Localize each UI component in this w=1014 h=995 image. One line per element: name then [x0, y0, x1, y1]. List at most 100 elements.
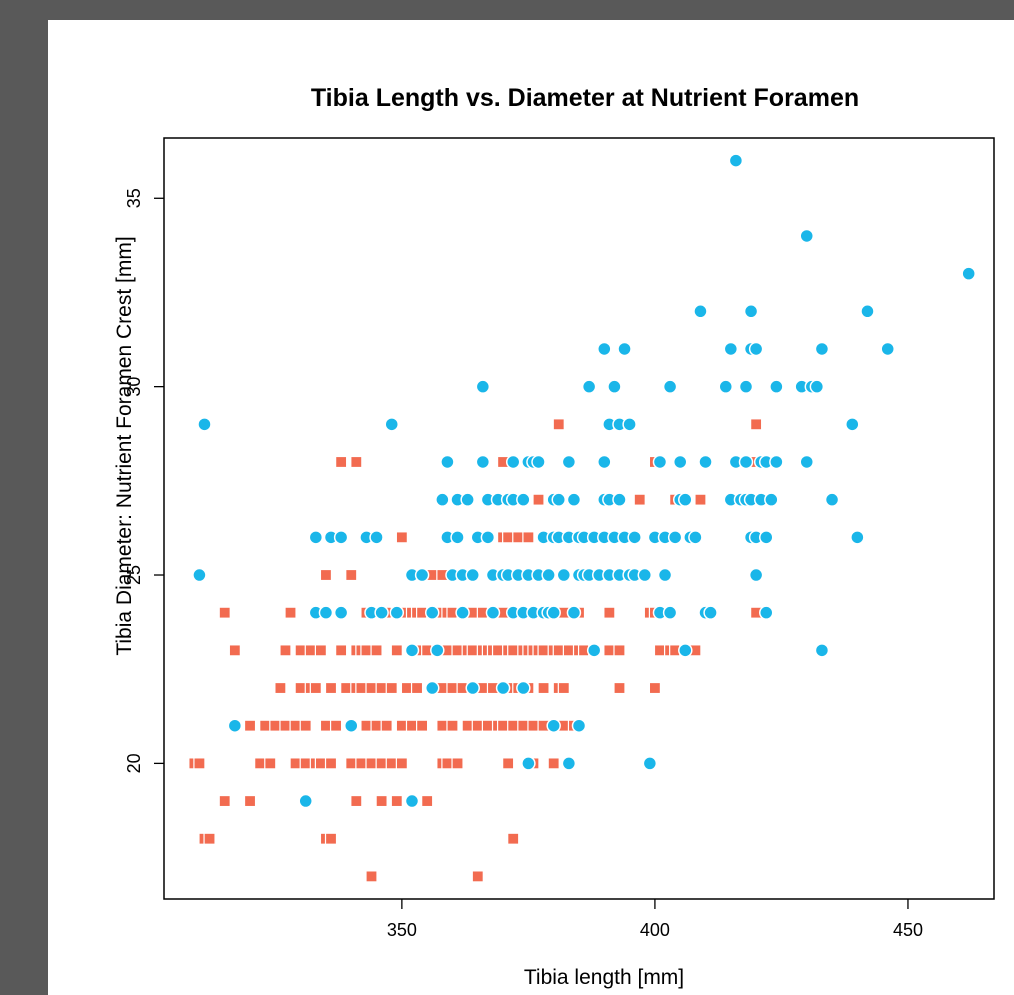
data-point: [597, 341, 612, 357]
data-point: [507, 644, 520, 657]
x-axis: 350 400 450: [387, 899, 923, 940]
data-point: [350, 794, 363, 808]
chart-title: Tibia Length vs. Diameter at Nutrient Fo…: [311, 84, 859, 112]
data-point: [360, 719, 373, 732]
data-point: [532, 493, 545, 506]
data-point: [698, 454, 713, 470]
data-point: [374, 605, 389, 620]
data-point: [465, 567, 480, 583]
data-point: [309, 681, 322, 695]
plot-canvas: Tibia Length vs. Diameter at Nutrient Fo…: [48, 20, 1014, 995]
data-point: [652, 454, 668, 470]
data-point: [318, 605, 334, 620]
data-point: [502, 531, 515, 544]
data-point: [461, 719, 474, 732]
data-point: [279, 719, 292, 732]
data-point: [657, 567, 673, 583]
data-point: [333, 605, 349, 620]
data-point: [581, 379, 597, 394]
data-point: [314, 757, 327, 770]
x-tick-label: 450: [893, 920, 923, 940]
data-point: [279, 644, 292, 657]
data-point: [460, 492, 475, 507]
data-point: [748, 567, 764, 583]
data-point: [769, 379, 784, 394]
data-point: [335, 644, 348, 657]
data-point: [389, 605, 405, 620]
x-tick-label: 400: [640, 920, 670, 940]
data-point: [495, 680, 511, 696]
data-point: [319, 719, 333, 732]
data-point: [507, 719, 520, 732]
data-points: [188, 153, 976, 883]
data-point: [446, 719, 459, 732]
data-point: [824, 492, 840, 507]
data-point: [653, 644, 667, 657]
data-point: [748, 341, 764, 357]
data-point: [769, 454, 784, 470]
data-point: [395, 757, 408, 770]
y-tick-label: 30: [124, 377, 144, 397]
data-point: [481, 719, 495, 732]
data-point: [308, 530, 324, 545]
data-point: [850, 530, 865, 545]
data-point: [799, 228, 814, 244]
data-point: [512, 531, 525, 544]
data-point: [547, 757, 560, 770]
data-point: [759, 530, 774, 545]
data-point: [228, 644, 241, 657]
data-point: [243, 794, 257, 808]
data-point: [517, 719, 530, 732]
data-point: [197, 417, 212, 432]
y-tick-label: 25: [124, 565, 144, 585]
data-point: [294, 644, 307, 657]
data-point: [814, 341, 830, 357]
data-point: [475, 379, 491, 394]
data-point: [385, 757, 398, 770]
data-point: [597, 454, 612, 470]
data-point: [384, 417, 399, 432]
data-point: [617, 341, 632, 357]
data-point: [516, 680, 531, 696]
data-point: [355, 757, 368, 770]
data-point: [345, 568, 358, 582]
data-point: [485, 605, 501, 620]
data-point: [738, 379, 754, 394]
data-point: [571, 718, 587, 733]
data-point: [400, 681, 414, 695]
data-point: [880, 341, 895, 357]
data-point: [556, 567, 572, 583]
data-point: [370, 719, 383, 732]
plot-frame: [163, 137, 995, 900]
data-point: [390, 794, 403, 808]
y-axis-label: Tibia Diameter: Nutrient Foramen Crest […: [113, 236, 136, 655]
data-point: [375, 794, 388, 808]
data-point: [455, 605, 470, 620]
data-point: [586, 643, 602, 658]
data-point: [516, 492, 531, 507]
data-point: [424, 605, 440, 620]
data-point: [192, 567, 207, 583]
data-point: [723, 341, 739, 357]
data-point: [365, 757, 378, 770]
data-point: [259, 719, 272, 732]
data-point: [446, 681, 459, 695]
data-point: [344, 718, 359, 733]
data-point: [375, 681, 388, 695]
data-point: [299, 719, 312, 732]
data-point: [627, 530, 642, 545]
data-point: [441, 757, 454, 770]
data-point: [648, 681, 662, 695]
data-point: [340, 681, 353, 695]
data-point: [390, 644, 403, 657]
data-point: [360, 644, 373, 657]
data-point: [694, 493, 707, 506]
data-point: [333, 530, 349, 545]
data-point: [410, 681, 424, 695]
x-tick-label: 350: [387, 920, 417, 940]
data-point: [435, 492, 450, 507]
data-point: [688, 530, 703, 545]
data-point: [491, 644, 505, 657]
series-0: [188, 418, 763, 883]
data-point: [637, 567, 653, 583]
